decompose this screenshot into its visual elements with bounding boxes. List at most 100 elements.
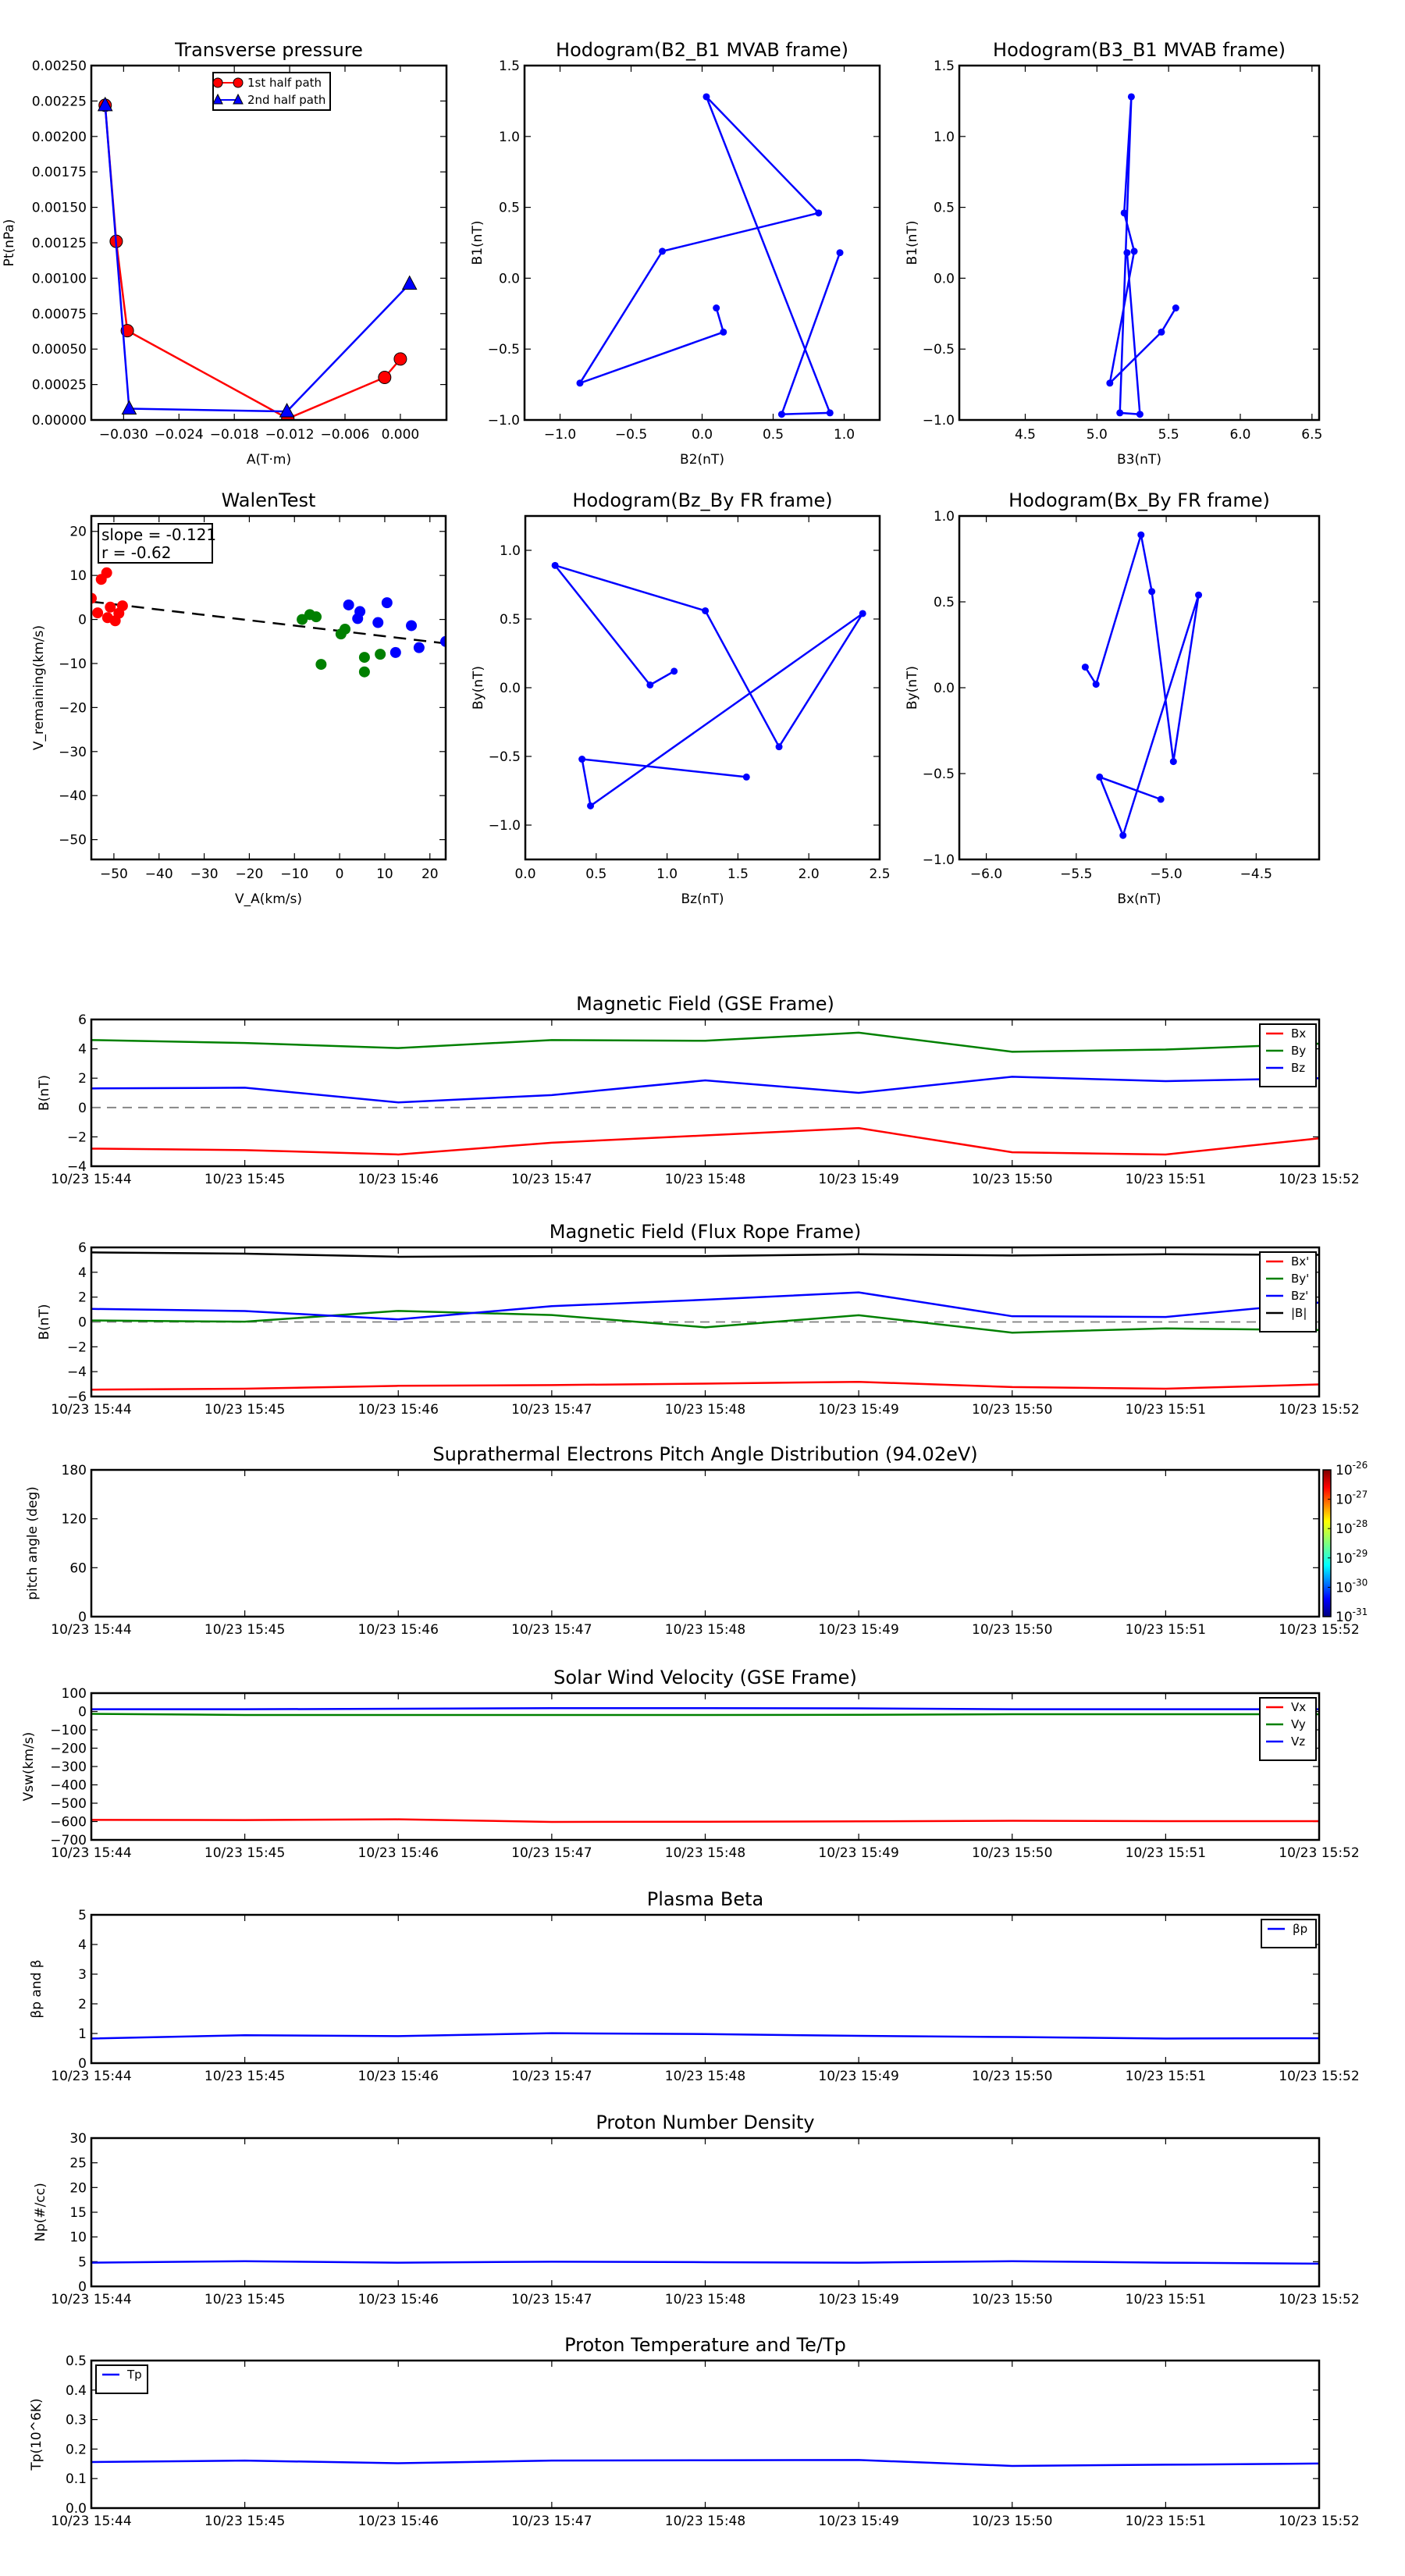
x-tick-label: 10/23 15:49 xyxy=(818,1845,898,1861)
plot-area xyxy=(551,561,866,809)
data-point xyxy=(91,592,97,604)
x-tick-label: 10/23 15:52 xyxy=(1279,2514,1359,2529)
y-tick-label: 0.00000 xyxy=(32,413,87,429)
y-tick-label: 2 xyxy=(78,1071,87,1087)
data-point xyxy=(1120,209,1128,217)
colorbar-base: 10 xyxy=(1336,1580,1353,1596)
transverse-pressure-frame xyxy=(90,64,448,422)
legend-label: 1st half path xyxy=(247,76,322,90)
colorbar-exponent: -27 xyxy=(1353,1489,1368,1500)
x-axis-label: V_A(km/s) xyxy=(235,891,302,907)
np-frame xyxy=(90,2137,1321,2288)
x-tick-label: 10/23 15:45 xyxy=(205,1622,285,1638)
colorbar-base: 10 xyxy=(1336,1610,1353,1625)
x-tick-label: 10/23 15:47 xyxy=(511,1845,592,1861)
chart-title: Hodogram(B3_B1 MVAB frame) xyxy=(993,39,1286,61)
data-point xyxy=(358,652,370,664)
y-tick-label: −1.0 xyxy=(489,818,521,834)
x-tick-label: 0.0 xyxy=(514,866,535,882)
data-point xyxy=(775,743,783,751)
colorbar-base: 10 xyxy=(1336,1521,1353,1537)
x-tick-label: 10/23 15:52 xyxy=(1279,2069,1359,2084)
y-axis-label: V_remaining(km/s) xyxy=(31,625,47,750)
x-tick-label: 10/23 15:47 xyxy=(511,1172,592,1187)
data-point xyxy=(401,275,418,290)
y-tick-label: 6 xyxy=(78,1240,87,1256)
y-axis-label: B(nT) xyxy=(37,1304,52,1340)
x-tick-label: 10/23 15:50 xyxy=(972,1172,1052,1187)
plot-area xyxy=(1081,531,1203,839)
colorbar-exponent: -29 xyxy=(1353,1548,1368,1559)
x-tick-label: 10/23 15:47 xyxy=(511,2069,592,2084)
legend-label: By xyxy=(1291,1044,1306,1058)
x-tick-label: 0.5 xyxy=(585,866,606,882)
y-tick-label: 4 xyxy=(78,1265,87,1281)
series-line-path xyxy=(578,96,841,416)
data-point xyxy=(859,610,866,617)
legend-label: Bz xyxy=(1291,1061,1305,1075)
chart-title: Solar Wind Velocity (GSE Frame) xyxy=(553,1667,857,1688)
x-tick-label: 2.5 xyxy=(869,866,890,882)
y-axis-label: B1(nT) xyxy=(905,221,920,265)
x-tick-label: 10/23 15:51 xyxy=(1126,1172,1206,1187)
data-point xyxy=(279,403,295,418)
data-point xyxy=(343,599,354,610)
legend-label: Tp xyxy=(126,2368,142,2382)
data-point xyxy=(372,617,384,628)
data-point xyxy=(406,620,418,632)
legend-label: Vx xyxy=(1291,1700,1306,1714)
y-tick-label: 20 xyxy=(69,2180,87,2196)
y-tick-label: −30 xyxy=(59,745,87,760)
y-tick-label: −500 xyxy=(50,1796,87,1812)
mag-fr-frame xyxy=(90,1246,1321,1398)
y-tick-label: 1.0 xyxy=(499,130,520,145)
x-tick-label: −0.5 xyxy=(615,427,647,443)
y-tick-label: 0 xyxy=(78,1610,87,1625)
y-tick-label: 0.00250 xyxy=(32,59,87,74)
y-tick-label: 0.00100 xyxy=(32,271,87,286)
x-tick-label: 10/23 15:52 xyxy=(1279,1402,1359,1418)
y-axis-label: βp and β xyxy=(29,1959,44,2018)
x-tick-label: 10/23 15:52 xyxy=(1279,1172,1359,1187)
legend-box xyxy=(1261,1919,1317,1948)
x-tick-label: 10/23 15:45 xyxy=(205,1172,285,1187)
y-tick-label: −4 xyxy=(67,1159,87,1175)
series-line-Vx xyxy=(91,1818,1319,1823)
colorbar-tick-label: 10-27 xyxy=(1336,1489,1368,1508)
y-tick-label: 15 xyxy=(69,2205,87,2221)
data-point xyxy=(1092,681,1100,688)
data-point xyxy=(702,607,710,614)
y-tick-label: −200 xyxy=(50,1742,87,1757)
colorbar-tick-label: 10-26 xyxy=(1336,1460,1368,1478)
y-tick-label: −6 xyxy=(67,1389,87,1405)
y-axis-label: B1(nT) xyxy=(470,221,486,265)
x-tick-label: −1.0 xyxy=(544,427,576,443)
x-tick-label: 10/23 15:44 xyxy=(51,1622,131,1638)
x-tick-label: −30 xyxy=(190,866,219,882)
x-tick-label: −6.0 xyxy=(970,866,1002,882)
x-tick-label: −0.018 xyxy=(210,427,259,443)
y-axis-label: B(nT) xyxy=(37,1075,52,1111)
y-tick-label: 0.0 xyxy=(934,271,955,286)
series-line-B xyxy=(91,1251,1320,1258)
colorbar-base: 10 xyxy=(1336,1463,1353,1478)
y-tick-label: 10 xyxy=(69,568,87,584)
legend-label: Vy xyxy=(1291,1717,1306,1731)
y-tick-label: −0.5 xyxy=(923,342,955,358)
data-point xyxy=(836,249,844,257)
x-tick-label: 10/23 15:52 xyxy=(1279,1845,1359,1861)
legend-box xyxy=(95,2364,148,2394)
data-point xyxy=(576,379,584,387)
x-tick-label: −20 xyxy=(235,866,263,882)
x-tick-label: 1.0 xyxy=(656,866,678,882)
x-tick-label: −0.006 xyxy=(321,427,370,443)
x-tick-label: 10/23 15:45 xyxy=(205,1402,285,1418)
series-line-Tp xyxy=(91,2459,1320,2467)
chart-title: Proton Number Density xyxy=(596,2112,814,2133)
x-tick-label: −5.0 xyxy=(1150,866,1182,882)
plot-area xyxy=(97,96,418,420)
data-point xyxy=(1157,795,1165,803)
y-tick-label: 0.00025 xyxy=(32,378,87,393)
legend-label: Bx' xyxy=(1291,1254,1309,1268)
y-tick-label: 0.4 xyxy=(66,2383,87,2399)
